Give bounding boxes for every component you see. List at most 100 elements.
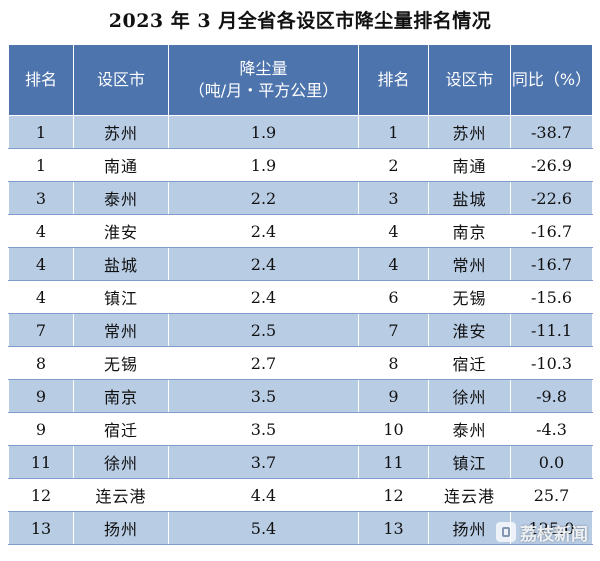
city-cell: 泰州 [73,181,169,215]
yoy-value-cell: -26.9 [510,148,593,182]
city-cell: 连云港 [73,478,169,512]
yoy-city-cell: 淮安 [428,313,511,347]
watermark-text: 荔枝新闻 [520,524,588,545]
table-row: 9 宿迁 3.5 10 泰州 -4.3 [8,412,593,446]
yoy-value-cell: -15.6 [510,280,593,314]
header-yoy: 同比（%） [510,44,593,116]
rank-cell: 4 [8,214,74,248]
table-row: 7 常州 2.5 7 淮安 -11.1 [8,313,593,347]
city-cell: 徐州 [73,445,169,479]
yoy-value-cell: -10.3 [510,346,593,380]
city-cell: 扬州 [73,511,169,545]
header-rank-yoy: 排名 [358,44,429,116]
header-rank: 排名 [8,44,74,116]
yoy-rank-cell: 3 [358,181,429,215]
yoy-city-cell: 无锡 [428,280,511,314]
yoy-city-cell: 苏州 [428,115,511,149]
table-row: 3 泰州 2.2 3 盐城 -22.6 [8,181,593,215]
city-cell: 宿迁 [73,412,169,446]
dustfall-value-cell: 2.7 [168,346,359,380]
yoy-rank-cell: 11 [358,445,429,479]
yoy-rank-cell: 7 [358,313,429,347]
rank-cell: 13 [8,511,74,545]
rank-cell: 4 [8,247,74,281]
yoy-value-cell: 25.7 [510,478,593,512]
yoy-rank-cell: 2 [358,148,429,182]
yoy-city-cell: 泰州 [428,412,511,446]
table-row: 11 徐州 3.7 11 镇江 0.0 [8,445,593,479]
table-row: 8 无锡 2.7 8 宿迁 -10.3 [8,346,593,380]
table-row: 4 镇江 2.4 6 无锡 -15.6 [8,280,593,314]
rank-cell: 4 [8,280,74,314]
city-cell: 南通 [73,148,169,182]
header-city-yoy: 设区市 [428,44,511,116]
dustfall-value-cell: 3.5 [168,379,359,413]
rank-cell: 9 [8,412,74,446]
yoy-rank-cell: 12 [358,478,429,512]
yoy-value-cell: 0.0 [510,445,593,479]
city-cell: 无锡 [73,346,169,380]
dustfall-ranking-table: 排名 设区市 降尘量 （吨/月・平方公里） 排名 设区市 同比（%） 1 苏州 1.… [8,44,593,545]
dustfall-value-cell: 4.4 [168,478,359,512]
table-body: 1 苏州 1.9 1 苏州 -38.7 1 南通 1.9 2 南通 -26.9 3 泰州 2.2 3 盐城 -22… [8,115,593,545]
yoy-value-cell: -22.6 [510,181,593,215]
yoy-rank-cell: 8 [358,346,429,380]
city-cell: 淮安 [73,214,169,248]
table-row: 1 苏州 1.9 1 苏州 -38.7 [8,115,593,149]
dustfall-value-cell: 2.4 [168,280,359,314]
page-title: 2023 年 3 月全省各设区市降尘量排名情况 [108,10,492,32]
city-cell: 镇江 [73,280,169,314]
lizhi-news-logo-icon [496,522,516,542]
yoy-value-cell: -38.7 [510,115,593,149]
table-row: 1 南通 1.9 2 南通 -26.9 [8,148,593,182]
dustfall-value-cell: 1.9 [168,148,359,182]
yoy-value-cell: -16.7 [510,214,593,248]
dustfall-value-cell: 3.7 [168,445,359,479]
city-cell: 盐城 [73,247,169,281]
dustfall-value-cell: 3.5 [168,412,359,446]
yoy-rank-cell: 4 [358,247,429,281]
yoy-city-cell: 盐城 [428,181,511,215]
rank-cell: 9 [8,379,74,413]
yoy-rank-cell: 6 [358,280,429,314]
table-row: 9 南京 3.5 9 徐州 -9.8 [8,379,593,413]
table-row: 4 淮安 2.4 4 南京 -16.7 [8,214,593,248]
yoy-value-cell: 125.0 [510,511,593,545]
dustfall-value-cell: 2.4 [168,214,359,248]
yoy-city-cell: 镇江 [428,445,511,479]
dustfall-value-cell: 1.9 [168,115,359,149]
rank-cell: 11 [8,445,74,479]
header-dustfall: 降尘量 （吨/月・平方公里） [168,44,359,116]
city-cell: 常州 [73,313,169,347]
dustfall-value-cell: 2.4 [168,247,359,281]
yoy-value-cell: -16.7 [510,247,593,281]
header-city: 设区市 [73,44,169,116]
city-cell: 南京 [73,379,169,413]
yoy-rank-cell: 4 [358,214,429,248]
yoy-city-cell: 南通 [428,148,511,182]
yoy-value-cell: -11.1 [510,313,593,347]
yoy-city-cell: 连云港 [428,478,511,512]
city-cell: 苏州 [73,115,169,149]
yoy-city-cell: 南京 [428,214,511,248]
yoy-city-cell: 徐州 [428,379,511,413]
table-header-row: 排名 设区市 降尘量 （吨/月・平方公里） 排名 设区市 同比（%） [8,44,593,116]
dustfall-value-cell: 5.4 [168,511,359,545]
dustfall-value-cell: 2.2 [168,181,359,215]
rank-cell: 8 [8,346,74,380]
rank-cell: 12 [8,478,74,512]
yoy-rank-cell: 10 [358,412,429,446]
dustfall-value-cell: 2.5 [168,313,359,347]
rank-cell: 3 [8,181,74,215]
yoy-city-cell: 常州 [428,247,511,281]
yoy-city-cell: 宿迁 [428,346,511,380]
rank-cell: 7 [8,313,74,347]
rank-cell: 1 [8,148,74,182]
yoy-value-cell: -9.8 [510,379,593,413]
yoy-rank-cell: 13 [358,511,429,545]
yoy-value-cell: -4.3 [510,412,593,446]
table-row: 12 连云港 4.4 12 连云港 25.7 [8,478,593,512]
rank-cell: 1 [8,115,74,149]
yoy-rank-cell: 9 [358,379,429,413]
table-row: 4 盐城 2.4 4 常州 -16.7 [8,247,593,281]
